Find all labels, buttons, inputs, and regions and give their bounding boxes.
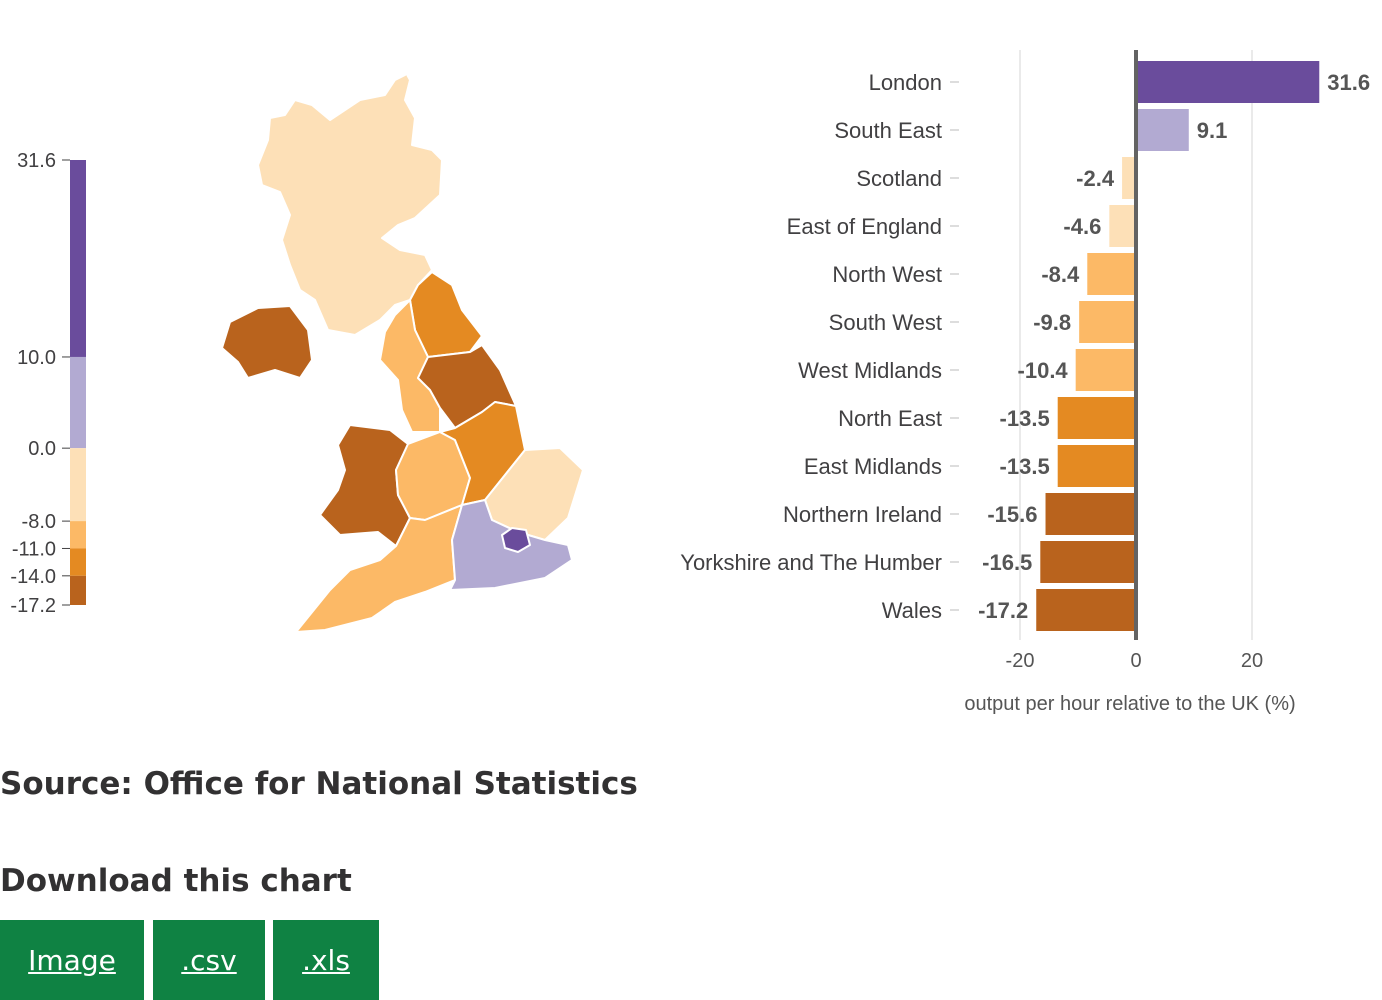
- color-scale-label: -14.0: [10, 566, 56, 588]
- category-label: North West: [832, 262, 942, 287]
- bar: [1087, 253, 1136, 295]
- color-scale-label: -11.0: [12, 538, 56, 560]
- bar: [1079, 301, 1136, 343]
- category-label: North East: [838, 406, 942, 431]
- bar: [1057, 445, 1136, 487]
- category-label: Northern Ireland: [783, 502, 942, 527]
- download-xls-button[interactable]: .xls: [273, 920, 379, 1000]
- color-scale-label: -8.0: [22, 511, 56, 533]
- color-scale-segment: [70, 521, 86, 549]
- data-label: -2.4: [1076, 166, 1115, 191]
- category-label: London: [869, 70, 942, 95]
- color-scale-segment: [70, 448, 86, 522]
- x-tick-label: -20: [1006, 650, 1035, 672]
- color-scale-label: -17.2: [10, 595, 56, 617]
- x-tick-label: 20: [1241, 650, 1263, 672]
- download-heading: Download this chart: [0, 863, 352, 899]
- data-label: 9.1: [1197, 118, 1228, 143]
- bar-chart: -20 0 20 London 31.6 South East 9.1 Scotland -2.…: [680, 50, 1370, 715]
- color-scale-segment: [70, 356, 86, 449]
- download-image-button[interactable]: Image: [0, 920, 144, 1000]
- x-tick-label: 0: [1130, 650, 1141, 672]
- category-label: West Midlands: [798, 358, 942, 383]
- category-label: East Midlands: [804, 454, 942, 479]
- category-label: South East: [834, 118, 942, 143]
- category-label: South West: [829, 310, 942, 335]
- bar: [1109, 205, 1136, 247]
- data-label: -8.4: [1041, 262, 1080, 287]
- bar: [1136, 61, 1320, 103]
- color-scale-label: 10.0: [17, 347, 56, 369]
- bar: [1036, 589, 1136, 631]
- x-axis-title: output per hour relative to the UK (%): [964, 693, 1295, 715]
- bar: [1045, 493, 1136, 535]
- data-label: -17.2: [978, 598, 1028, 623]
- data-label: 31.6: [1327, 70, 1370, 95]
- color-scale-segment: [70, 548, 86, 576]
- data-label: -9.8: [1033, 310, 1071, 335]
- category-label: Wales: [882, 598, 942, 623]
- uk-map: [221, 61, 584, 633]
- data-label: -13.5: [1000, 406, 1050, 431]
- color-scale-segment: [70, 160, 86, 357]
- color-scale-segment: [70, 575, 86, 605]
- bar: [1075, 349, 1136, 391]
- category-label: East of England: [787, 214, 942, 239]
- download-csv-button[interactable]: .csv: [153, 920, 265, 1000]
- map-region-scotland: [257, 61, 443, 336]
- data-label: -4.6: [1063, 214, 1101, 239]
- bar: [1057, 397, 1136, 439]
- data-label: -10.4: [1018, 358, 1069, 383]
- data-label: -16.5: [982, 550, 1032, 575]
- bar: [1040, 541, 1136, 583]
- source-note: Source: Office for National Statistics: [0, 766, 638, 802]
- color-scale-label: 31.6: [17, 150, 56, 172]
- color-scale-label: 0.0: [28, 438, 56, 460]
- color-scale-legend: 31.6 10.0 0.0 -8.0 -11.0 -14.0 -17.2: [10, 150, 86, 617]
- map-region-northern-ireland: [221, 305, 313, 379]
- category-label: Yorkshire and The Humber: [680, 550, 942, 575]
- map-region-london: [501, 527, 531, 553]
- category-label: Scotland: [856, 166, 942, 191]
- chart-area: 31.6 10.0 0.0 -8.0 -11.0 -14.0 -17.2 -20 0 20 Lon…: [10, 50, 1370, 715]
- data-label: -15.6: [987, 502, 1037, 527]
- data-label: -13.5: [1000, 454, 1050, 479]
- bar: [1122, 157, 1136, 199]
- bar: [1136, 109, 1189, 151]
